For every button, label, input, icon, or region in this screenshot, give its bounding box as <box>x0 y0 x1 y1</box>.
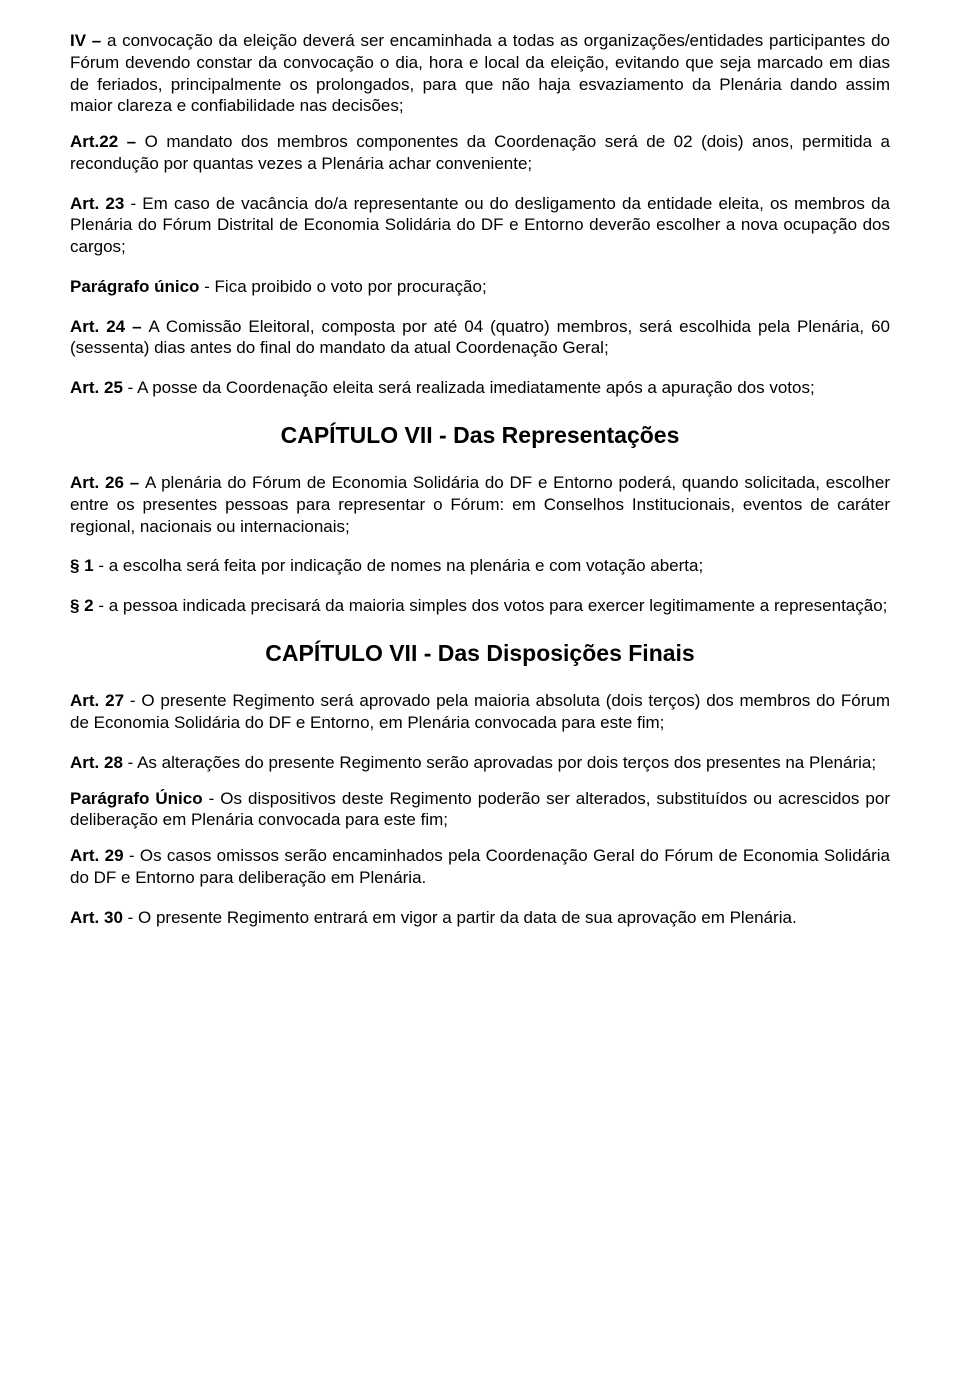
lead-s2: § 2 <box>70 596 94 615</box>
text-art24: A Comissão Eleitoral, composta por até 0… <box>70 317 890 358</box>
chapter-title-disposicoes: CAPÍTULO VII - Das Disposições Finais <box>70 639 890 668</box>
paragraph-unico-1: Parágrafo único - Fica proibido o voto p… <box>70 276 890 298</box>
paragraph-art28: Art. 28 - As alterações do presente Regi… <box>70 752 890 774</box>
paragraph-art26: Art. 26 – A plenária do Fórum de Economi… <box>70 472 890 537</box>
text-art26: A plenária do Fórum de Economia Solidári… <box>70 473 890 536</box>
lead-unico-2: Parágrafo Único <box>70 789 203 808</box>
text-art28: - As alterações do presente Regimento se… <box>123 753 876 772</box>
paragraph-s2: § 2 - a pessoa indicada precisará da mai… <box>70 595 890 617</box>
lead-unico-1: Parágrafo único <box>70 277 199 296</box>
text-unico-1: - Fica proibido o voto por procuração; <box>199 277 486 296</box>
text-art30: - O presente Regimento entrará em vigor … <box>123 908 797 927</box>
lead-art29: Art. 29 <box>70 846 124 865</box>
paragraph-art24: Art. 24 – A Comissão Eleitoral, composta… <box>70 316 890 360</box>
chapter-title-representacoes: CAPÍTULO VII - Das Representações <box>70 421 890 450</box>
text-iv: a convocação da eleição deverá ser encam… <box>70 31 890 115</box>
text-art27: - O presente Regimento será aprovado pel… <box>70 691 890 732</box>
lead-s1: § 1 <box>70 556 94 575</box>
text-art29: - Os casos omissos serão encaminhados pe… <box>70 846 890 887</box>
lead-art27: Art. 27 <box>70 691 124 710</box>
lead-art26: Art. 26 – <box>70 473 145 492</box>
lead-art25: Art. 25 <box>70 378 123 397</box>
text-art25: - A posse da Coordenação eleita será rea… <box>123 378 815 397</box>
text-s2: - a pessoa indicada precisará da maioria… <box>94 596 888 615</box>
paragraph-art29: Art. 29 - Os casos omissos serão encamin… <box>70 845 890 889</box>
paragraph-unico-2: Parágrafo Único - Os dispositivos deste … <box>70 788 890 832</box>
paragraph-art27: Art. 27 - O presente Regimento será apro… <box>70 690 890 734</box>
text-art23: - Em caso de vacância do/a representante… <box>70 194 890 257</box>
paragraph-iv: IV – a convocação da eleição deverá ser … <box>70 30 890 117</box>
lead-iv: IV – <box>70 31 107 50</box>
paragraph-art23: Art. 23 - Em caso de vacância do/a repre… <box>70 193 890 258</box>
paragraph-art25: Art. 25 - A posse da Coordenação eleita … <box>70 377 890 399</box>
lead-art28: Art. 28 <box>70 753 123 772</box>
lead-art24: Art. 24 – <box>70 317 149 336</box>
lead-art23: Art. 23 <box>70 194 124 213</box>
paragraph-s1: § 1 - a escolha será feita por indicação… <box>70 555 890 577</box>
paragraph-art22: Art.22 – O mandato dos membros component… <box>70 131 890 175</box>
lead-art30: Art. 30 <box>70 908 123 927</box>
document-page: IV – a convocação da eleição deverá ser … <box>0 0 960 1392</box>
paragraph-art30: Art. 30 - O presente Regimento entrará e… <box>70 907 890 929</box>
text-art22: O mandato dos membros componentes da Coo… <box>70 132 890 173</box>
text-s1: - a escolha será feita por indicação de … <box>94 556 704 575</box>
lead-art22: Art.22 – <box>70 132 145 151</box>
